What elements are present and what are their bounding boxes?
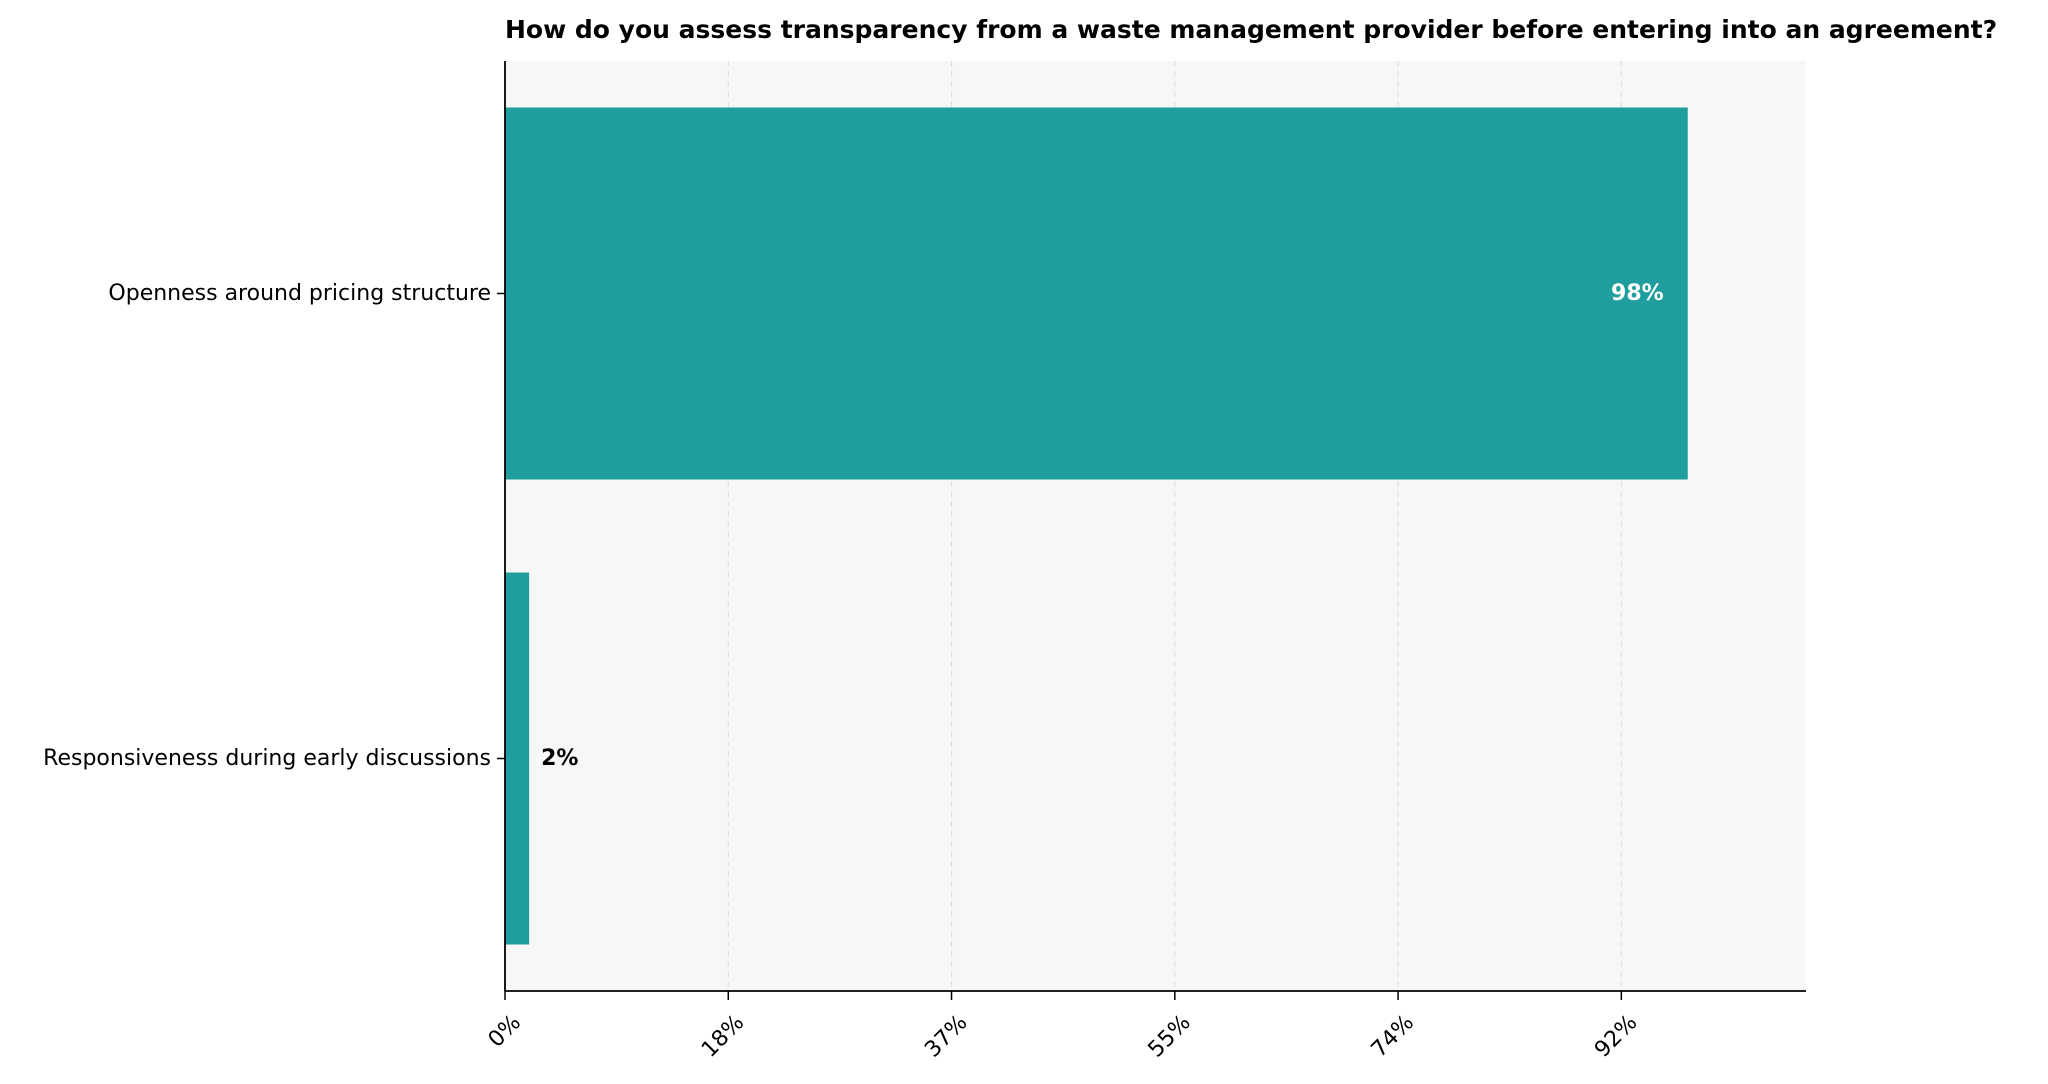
x-tick-label: 92% <box>1590 1010 1642 1062</box>
bar <box>505 572 530 945</box>
category-label: Openness around pricing structure <box>108 281 491 306</box>
chart-title: How do you assess transparency from a wa… <box>505 15 1997 44</box>
x-tick-label: 18% <box>697 1010 749 1062</box>
x-tick-label: 37% <box>920 1010 972 1062</box>
y-axis-ticks: Openness around pricing structure Respons… <box>43 281 505 771</box>
data-labels: 98% 2% <box>541 281 1664 771</box>
axes <box>504 61 1806 992</box>
data-label: 2% <box>541 746 578 771</box>
x-tick-label: 55% <box>1144 1010 1196 1062</box>
x-tick-label: 74% <box>1367 1010 1419 1062</box>
x-tick-label: 0% <box>484 1010 526 1052</box>
x-axis-ticks: 0% 18% 37% 55% 74% 92% <box>484 991 1642 1063</box>
bar <box>505 107 1688 480</box>
category-label: Responsiveness during early discussions <box>43 746 491 771</box>
bars <box>505 107 1688 945</box>
data-label: 98% <box>1611 281 1664 306</box>
